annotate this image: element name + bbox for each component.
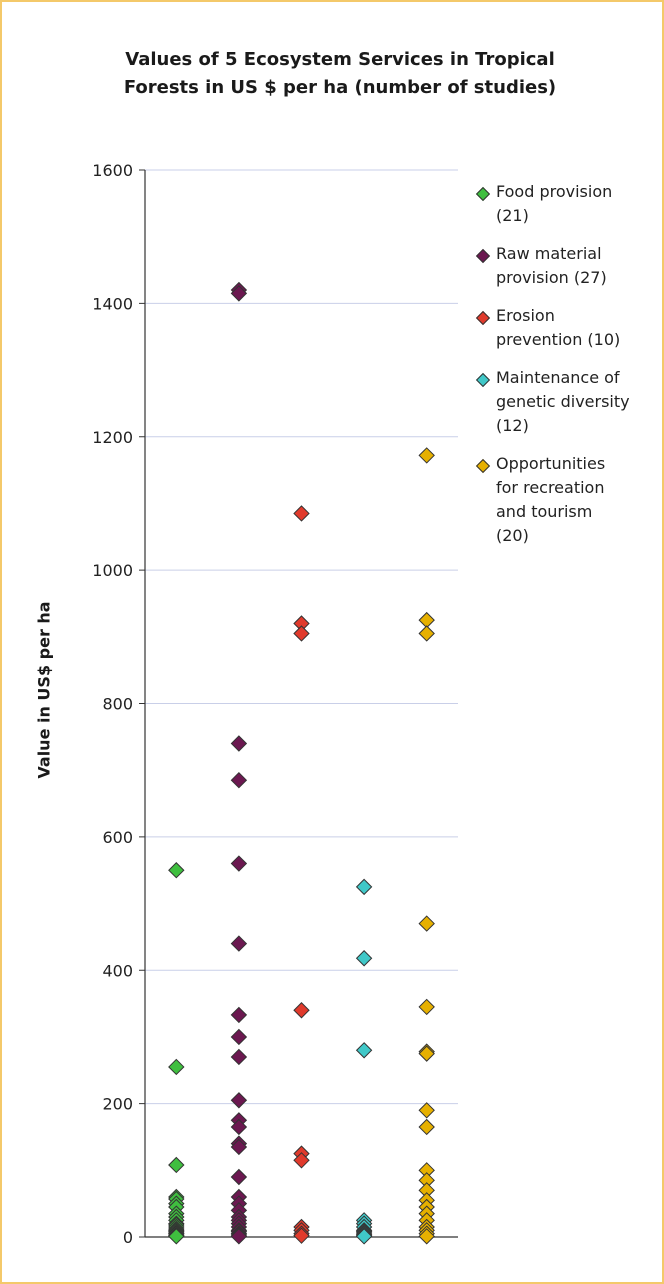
data-point	[230, 935, 248, 952]
legend-marker	[475, 458, 491, 474]
data-point	[230, 285, 248, 302]
data-point	[418, 1045, 435, 1062]
data-point	[293, 1002, 310, 1019]
data-point	[230, 1138, 248, 1156]
data-points	[168, 281, 435, 1245]
legend-marker	[475, 372, 491, 388]
y-tick-label: 400	[102, 961, 133, 980]
data-point	[230, 771, 248, 789]
legend-marker	[475, 248, 491, 264]
data-point	[355, 950, 373, 967]
series-4	[355, 878, 373, 1245]
y-tick-label: 1000	[92, 561, 133, 580]
legend-item-1: Food provision (21)	[474, 180, 660, 228]
data-point	[230, 1168, 248, 1186]
y-tick-label: 200	[102, 1095, 133, 1114]
data-point	[418, 1228, 435, 1245]
data-point	[355, 878, 373, 896]
data-point	[418, 1102, 435, 1119]
data-point	[230, 1028, 248, 1046]
series-3	[293, 505, 310, 1244]
legend-item-5: Opportunities for recreation and tourism…	[474, 452, 660, 548]
chart-title: Values of 5 Ecosystem Services in Tropic…	[123, 49, 557, 98]
data-point	[418, 998, 435, 1016]
data-point	[418, 1118, 435, 1136]
data-point	[293, 1227, 310, 1244]
y-tick-labels: 0 200 400 600 800 1000 1200 1400 1600	[92, 161, 133, 1247]
data-point	[293, 505, 310, 522]
data-point	[168, 1156, 185, 1174]
y-tick-label: 1600	[92, 161, 133, 180]
series-1	[168, 862, 185, 1245]
data-point	[418, 625, 435, 642]
data-point	[230, 855, 248, 872]
data-point	[418, 447, 435, 464]
data-point	[355, 1042, 373, 1059]
y-tick-label: 1200	[92, 428, 133, 447]
y-tick-label: 800	[102, 695, 133, 714]
legend-label: Food provision (21)	[496, 182, 613, 225]
y-tick-label: 0	[123, 1228, 133, 1247]
data-point	[168, 1228, 185, 1245]
data-point	[168, 862, 185, 879]
y-tick-label: 1400	[92, 294, 133, 313]
legend-item-2: Raw material provision (27)	[474, 242, 660, 290]
data-point	[230, 1048, 248, 1066]
legend-item-3: Erosion prevention (10)	[474, 304, 660, 352]
legend-marker	[475, 310, 491, 326]
series-5	[418, 447, 435, 1245]
data-point	[168, 1058, 185, 1076]
legend-item-4: Maintenance of genetic diversity (12)	[474, 366, 660, 438]
data-point	[355, 1228, 373, 1245]
legend-label: Opportunities for recreation and tourism…	[496, 454, 606, 545]
legend-label: Erosion prevention (10)	[496, 306, 621, 349]
data-point	[293, 1152, 310, 1169]
data-point	[230, 1092, 248, 1109]
data-point	[293, 625, 310, 642]
data-point	[230, 1118, 248, 1136]
y-tick-label: 600	[102, 828, 133, 847]
data-point	[418, 915, 435, 932]
series-2	[230, 281, 248, 1245]
data-point	[230, 735, 248, 752]
legend-marker	[475, 186, 491, 202]
data-point	[230, 1228, 248, 1245]
gridlines	[145, 169, 458, 1105]
legend: Food provision (21) Raw material provisio…	[474, 180, 660, 562]
legend-label: Raw material provision (27)	[496, 244, 607, 287]
data-point	[230, 1006, 248, 1024]
legend-label: Maintenance of genetic diversity (12)	[496, 368, 630, 435]
